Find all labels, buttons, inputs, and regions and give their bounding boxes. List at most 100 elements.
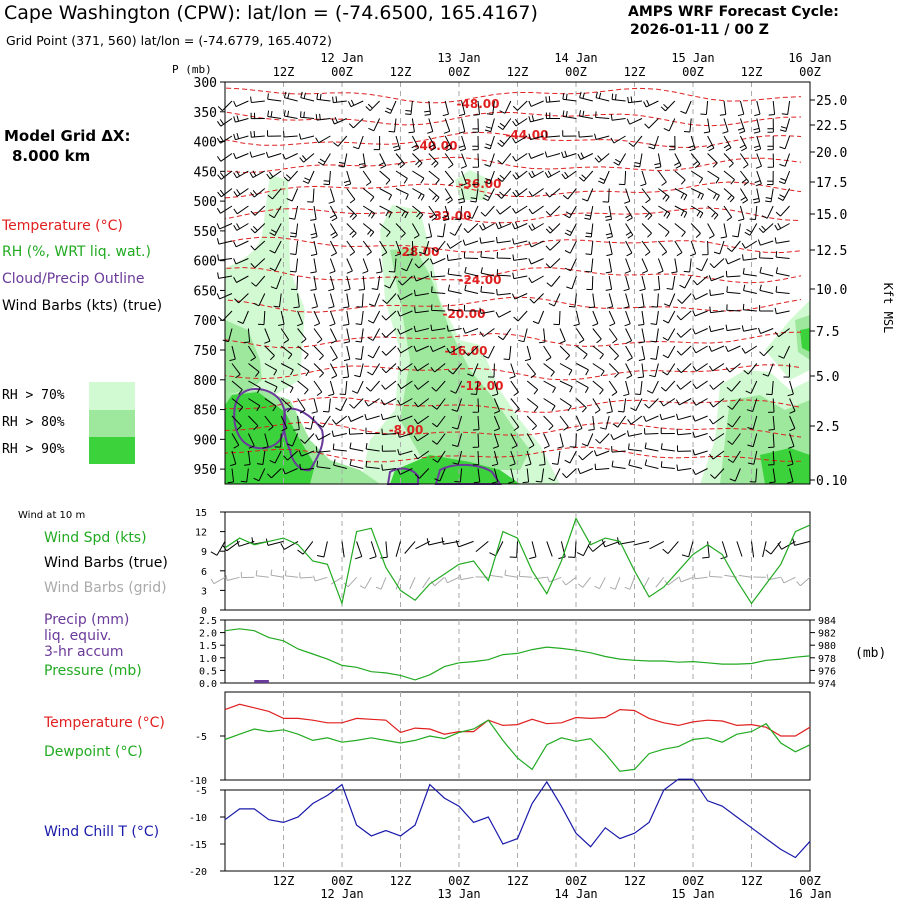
wind-barb — [676, 345, 692, 356]
wind-barb — [545, 188, 561, 198]
wind-barb — [329, 345, 338, 362]
wind-barb — [388, 258, 397, 273]
wind-barb — [528, 133, 544, 141]
wind-barb — [367, 310, 381, 324]
wind-barb — [605, 223, 613, 239]
wind-barb — [677, 293, 692, 304]
wind-barb — [708, 275, 725, 282]
wind-barb — [729, 468, 741, 482]
rh-area — [800, 328, 810, 352]
wind-barb — [690, 223, 701, 238]
wind-barb — [432, 450, 446, 463]
wind-barb — [479, 307, 495, 314]
pressure-tick-label: 850 — [194, 404, 217, 419]
wind-barb — [365, 380, 380, 392]
wind-barb — [564, 240, 577, 254]
wind-barb — [779, 153, 791, 167]
wind-barb — [666, 275, 676, 290]
wind-barb — [543, 345, 552, 362]
wind-barb — [472, 135, 479, 151]
temperature-contour — [224, 207, 802, 224]
wind-barb — [610, 114, 626, 121]
wind-barb — [447, 284, 462, 294]
wind-barb — [429, 258, 446, 265]
wind-barb — [497, 328, 512, 341]
wind-barb — [562, 188, 577, 200]
wind-barb — [297, 398, 306, 414]
wind-barb — [512, 153, 528, 162]
wind-barb — [723, 188, 735, 203]
wind-barb — [706, 135, 715, 152]
wind-barb — [379, 205, 393, 218]
windchill-line — [224, 778, 811, 859]
wind-barb — [562, 110, 577, 119]
wind-barb — [566, 275, 577, 290]
wind-barb — [464, 266, 479, 277]
wind-barb — [409, 577, 416, 590]
wind-barb — [329, 223, 338, 239]
wind-barb — [431, 240, 446, 253]
wind-barb — [458, 118, 466, 134]
wind-barb — [428, 135, 437, 152]
wind-barb — [535, 468, 545, 483]
wind-barb — [472, 170, 479, 186]
wind-barb — [381, 428, 397, 436]
wind-tick-label: 9 — [201, 547, 207, 558]
wind-barb — [472, 153, 480, 168]
wind-barb — [744, 223, 758, 236]
wind-barb — [678, 576, 694, 583]
wind-barb — [512, 272, 528, 280]
wind-barb — [346, 205, 357, 221]
wind-barb — [576, 345, 588, 360]
wind-barb — [491, 468, 499, 484]
bottom-hour-label: 12Z — [273, 874, 295, 888]
wind-tick-label: 0 — [201, 606, 207, 617]
wind-barb — [628, 443, 643, 452]
wind-barb — [727, 415, 741, 428]
wind-barb — [683, 118, 692, 133]
wind-barb — [668, 135, 676, 151]
top-date-label: 15 Jan — [671, 51, 714, 65]
wind-barb — [283, 170, 298, 182]
wind-barb — [522, 468, 530, 484]
wind-barb — [265, 151, 282, 158]
wind-barb — [332, 96, 347, 104]
wind-barb — [362, 170, 372, 186]
wind-barb — [674, 240, 683, 257]
wind-barb — [484, 118, 495, 133]
legend-rh70-swatch — [89, 382, 135, 410]
wind-barb — [709, 289, 725, 296]
wind-barb — [762, 363, 774, 377]
wind-barb — [293, 415, 300, 431]
wind-barb — [346, 188, 356, 204]
wind-barb — [497, 135, 512, 147]
wind-barb — [395, 223, 406, 238]
wind-barb — [639, 275, 646, 292]
wind-barb — [753, 118, 761, 134]
wind-barb — [432, 415, 446, 428]
wind-barb — [442, 100, 449, 117]
cloud-outline — [386, 467, 419, 485]
wind-barb — [774, 237, 790, 244]
wind-barb — [605, 275, 613, 291]
wind-barb — [759, 284, 774, 294]
wind-barb — [331, 430, 347, 437]
wind-barb — [298, 450, 315, 457]
wind-barb — [688, 135, 696, 152]
wind-barb — [528, 152, 544, 159]
wind-barb — [229, 345, 236, 362]
wind-barb — [329, 258, 336, 274]
wind-barb — [457, 188, 466, 204]
wind-barb — [250, 112, 265, 120]
wind-barb — [217, 170, 233, 180]
wind-barb — [611, 93, 626, 102]
temperature-contour-label: -8.00 — [389, 423, 424, 437]
wind-barb — [430, 324, 446, 332]
wind-barb — [627, 96, 643, 104]
wind-barb — [559, 380, 573, 393]
wind-tick-label: 6 — [201, 567, 207, 578]
wind-barb — [512, 100, 528, 111]
wind-barb — [397, 380, 413, 390]
model-grid-label: Model Grid ΔX: 8.000 km — [4, 126, 131, 166]
wind-barb — [250, 258, 266, 269]
